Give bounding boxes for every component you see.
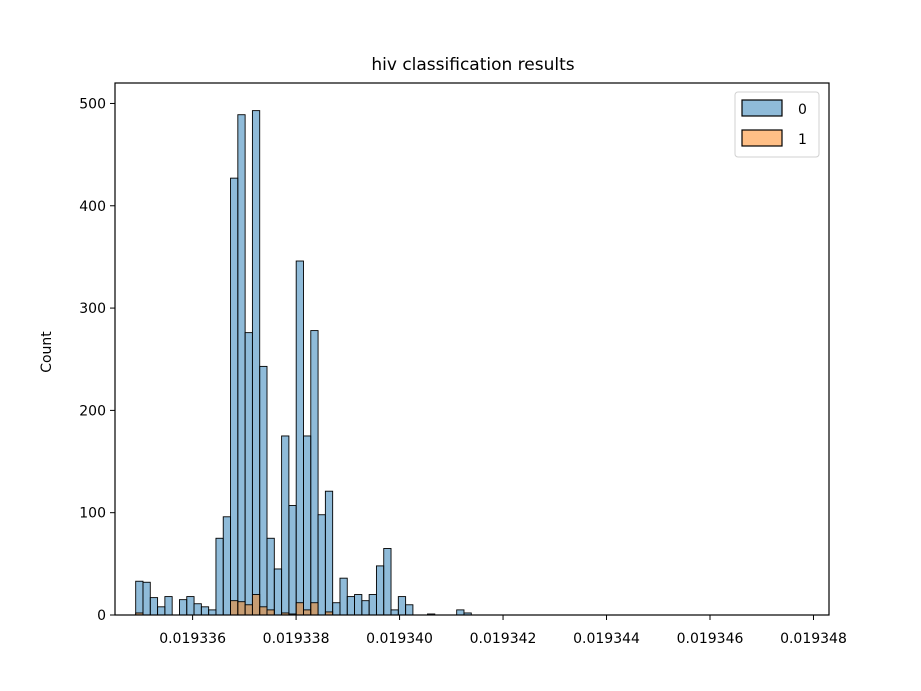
bar-series1-bin-23: [303, 609, 312, 616]
bar-series0-bin-34: [383, 548, 392, 616]
bar-series0-bin-0: [135, 580, 144, 616]
x-tick-label: 0.019340: [366, 631, 433, 647]
bar-series0-bin-25: [317, 514, 326, 616]
bar-series0-bin-22: [295, 260, 304, 616]
y-tick-label: 300: [79, 301, 106, 317]
bar-series0-bin-19: [273, 568, 283, 616]
y-tick-label: 500: [79, 96, 106, 112]
bar-series0-bin-12: [222, 516, 231, 616]
bar-series0-bin-15: [244, 332, 253, 616]
bar-series0-bin-1: [142, 581, 151, 616]
legend-label-1: 1: [798, 132, 807, 148]
bar-series0-bin-33: [375, 565, 385, 616]
bar-series0-bin-6: [179, 599, 188, 616]
bar-series0-bin-10: [208, 609, 217, 616]
x-tick-label: 0.019338: [263, 631, 330, 647]
bar-series0-bin-3: [157, 606, 166, 616]
bar-series1-bin-15: [244, 604, 253, 616]
chart-title: hiv classification results: [371, 55, 574, 75]
bar-series0-bin-29: [346, 596, 356, 616]
bar-series0-bin-21: [288, 505, 297, 616]
bar-series0-bin-18: [266, 537, 275, 616]
series-0-bars: [135, 110, 472, 616]
bar-series0-bin-9: [200, 606, 210, 616]
legend-swatch-1: [741, 129, 783, 147]
bar-series0-bin-7: [186, 596, 195, 616]
bar-series0-bin-26: [324, 490, 334, 616]
bar-series0-bin-27: [332, 602, 341, 616]
y-tick-label: 0: [97, 608, 106, 624]
bar-series0-bin-14: [237, 114, 246, 616]
bar-series1-bin-16: [251, 594, 261, 616]
bar-series0-bin-20: [281, 435, 290, 616]
bar-series0-bin-24: [310, 330, 319, 616]
bar-series0-bin-44: [456, 609, 465, 616]
bar-series1-bin-24: [310, 602, 319, 616]
bar-series0-bin-31: [361, 600, 370, 616]
x-tick-label: 0.019346: [677, 631, 744, 647]
bar-series0-bin-4: [164, 596, 173, 616]
legend-swatch-0: [741, 99, 783, 117]
bar-series0-bin-8: [193, 603, 202, 616]
bar-series0-bin-13: [230, 177, 239, 616]
y-tick-label: 100: [79, 506, 106, 522]
bar-series1-bin-18: [266, 609, 275, 616]
bar-series0-bin-2: [149, 597, 159, 616]
bar-series0-bin-16: [251, 110, 261, 616]
plot-area-frame: [114, 82, 830, 616]
bar-series1-bin-13: [230, 600, 239, 616]
y-axis-label: Count: [39, 331, 55, 373]
legend-label-0: 0: [798, 102, 807, 118]
bar-series1-bin-22: [295, 602, 304, 616]
x-tick-label: 0.019336: [159, 631, 226, 647]
y-tick-label: 400: [79, 199, 106, 215]
bar-series0-bin-30: [354, 594, 363, 616]
bar-series1-bin-14: [237, 601, 246, 616]
x-axis-ticks: 0.019336 0.019338 0.019340 0.019342 0.019344…: [159, 615, 847, 647]
x-tick-label: 0.019348: [780, 631, 847, 647]
bar-series0-bin-28: [339, 577, 348, 616]
bar-series0-bin-23: [303, 435, 312, 616]
x-tick-label: 0.019342: [470, 631, 537, 647]
bar-series0-bin-37: [405, 604, 414, 616]
bar-series1-bin-17: [259, 606, 268, 616]
bar-series0-bin-32: [368, 594, 377, 616]
series-1-bars: [135, 594, 334, 616]
legend: 0 1: [734, 91, 820, 158]
y-axis-ticks: 0 100 200 300 400 500: [79, 96, 115, 624]
bar-series0-bin-36: [397, 596, 407, 616]
bar-series0-bin-11: [215, 537, 224, 616]
bar-series0-bin-35: [390, 609, 399, 616]
x-tick-label: 0.019344: [573, 631, 640, 647]
y-tick-label: 200: [79, 403, 106, 419]
bar-series0-bin-17: [259, 365, 268, 616]
